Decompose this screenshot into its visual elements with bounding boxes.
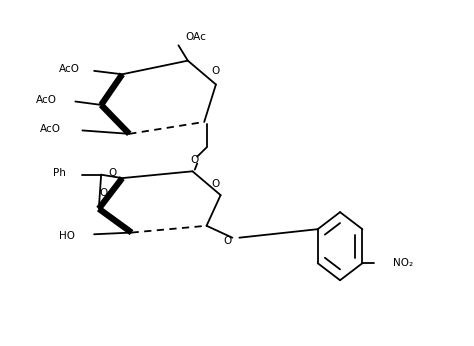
Text: O: O [100, 189, 108, 198]
Text: O: O [191, 155, 199, 165]
Text: AcO: AcO [40, 125, 61, 135]
Text: O: O [212, 66, 220, 76]
Text: AcO: AcO [36, 95, 57, 105]
Text: Ph: Ph [53, 168, 66, 178]
Text: O: O [212, 179, 220, 189]
Text: NO₂: NO₂ [393, 258, 413, 268]
Text: AcO: AcO [59, 64, 80, 74]
Text: OAc: OAc [185, 32, 206, 42]
Text: O: O [224, 236, 232, 246]
Text: O: O [109, 168, 117, 178]
Text: HO: HO [59, 231, 75, 241]
